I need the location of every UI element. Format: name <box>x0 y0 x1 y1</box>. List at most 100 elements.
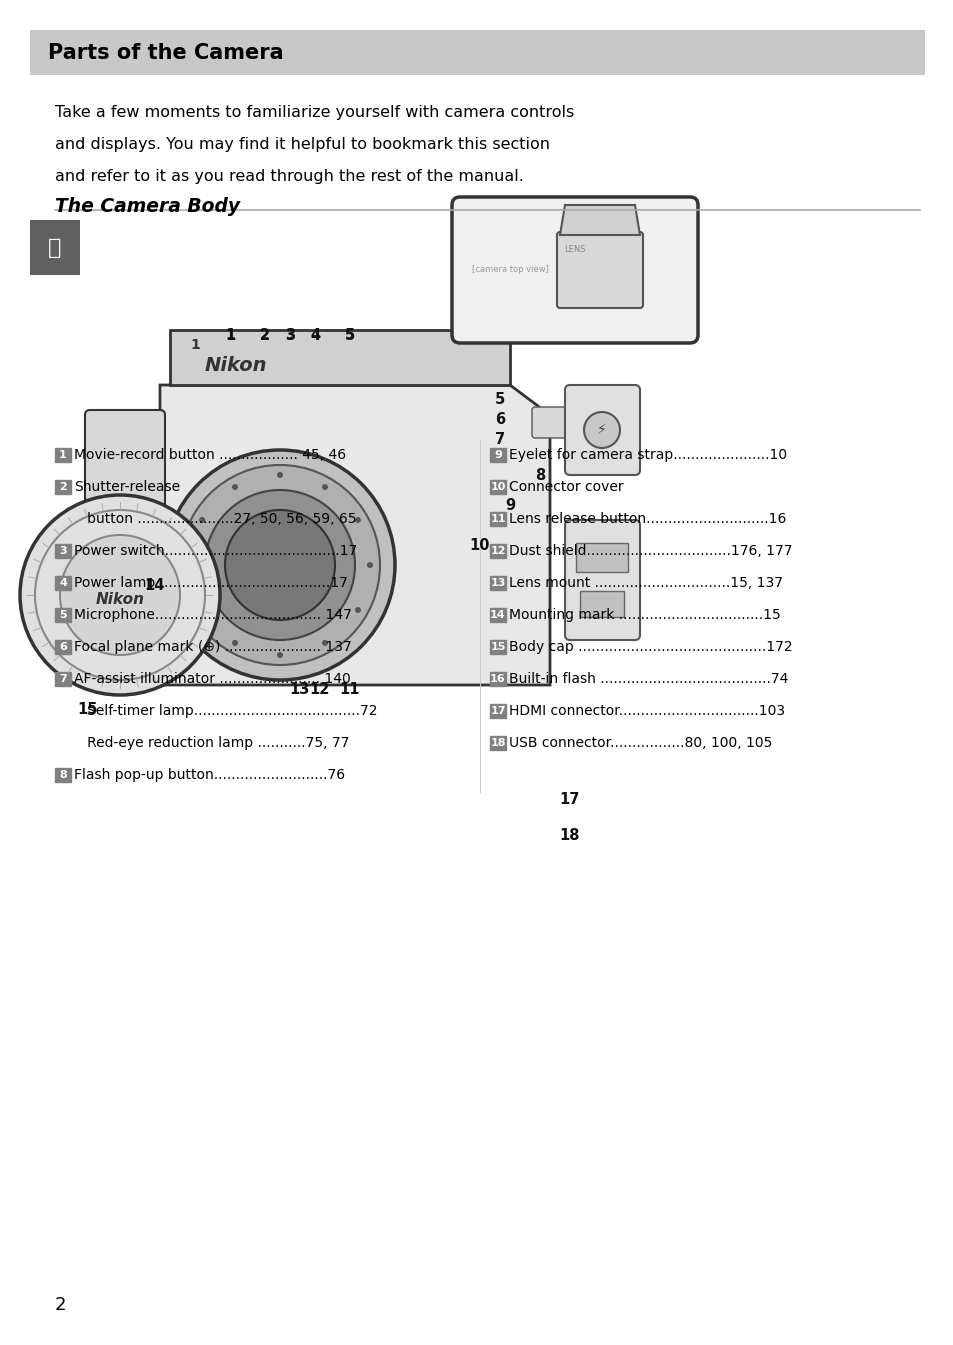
Text: 13: 13 <box>490 578 505 588</box>
Text: 10: 10 <box>469 538 490 553</box>
Text: 3: 3 <box>59 546 67 555</box>
Text: Lens mount ...............................15, 137: Lens mount .............................… <box>509 576 782 590</box>
Text: 8: 8 <box>59 769 67 780</box>
FancyBboxPatch shape <box>30 221 80 274</box>
Text: 4: 4 <box>310 327 319 343</box>
Text: and displays. You may find it helpful to bookmark this section: and displays. You may find it helpful to… <box>55 137 550 152</box>
Text: 9: 9 <box>504 498 515 512</box>
FancyBboxPatch shape <box>490 703 505 718</box>
Text: 14: 14 <box>145 577 165 593</box>
FancyBboxPatch shape <box>55 576 71 590</box>
Text: 15: 15 <box>490 642 505 652</box>
Circle shape <box>322 640 328 646</box>
FancyBboxPatch shape <box>55 448 71 461</box>
FancyBboxPatch shape <box>576 543 627 572</box>
FancyBboxPatch shape <box>490 543 505 558</box>
Text: 2: 2 <box>260 328 270 342</box>
Text: 13: 13 <box>290 682 310 698</box>
Text: 15: 15 <box>77 702 98 717</box>
Text: 17: 17 <box>559 792 579 807</box>
Text: 1: 1 <box>225 327 234 343</box>
FancyBboxPatch shape <box>490 672 505 686</box>
Circle shape <box>276 472 283 477</box>
Circle shape <box>60 535 180 655</box>
Text: 12: 12 <box>310 682 330 698</box>
Text: 3: 3 <box>285 328 294 342</box>
FancyBboxPatch shape <box>490 608 505 621</box>
Text: 6: 6 <box>59 642 67 652</box>
Text: 18: 18 <box>559 827 579 842</box>
Text: [camera top view]: [camera top view] <box>471 265 548 274</box>
Text: and refer to it as you read through the rest of the manual.: and refer to it as you read through the … <box>55 169 523 184</box>
Circle shape <box>199 607 205 613</box>
FancyBboxPatch shape <box>55 768 71 781</box>
FancyBboxPatch shape <box>579 590 623 617</box>
Text: USB connector.................80, 100, 105: USB connector.................80, 100, 1… <box>509 736 772 751</box>
Text: 2: 2 <box>59 482 67 492</box>
Text: 6: 6 <box>495 413 504 428</box>
Text: 1: 1 <box>59 451 67 460</box>
Circle shape <box>165 451 395 681</box>
Text: 12: 12 <box>490 546 505 555</box>
Circle shape <box>180 465 379 664</box>
Text: Lens release button............................16: Lens release button.....................… <box>509 512 785 526</box>
Text: 7: 7 <box>59 674 67 685</box>
Circle shape <box>225 510 335 620</box>
Text: Connector cover: Connector cover <box>509 480 623 494</box>
Circle shape <box>199 516 205 523</box>
Text: Focal plane mark (⊕) ...................... 137: Focal plane mark (⊕) ...................… <box>74 640 352 654</box>
FancyBboxPatch shape <box>490 576 505 590</box>
Circle shape <box>583 412 619 448</box>
Text: 🔖: 🔖 <box>49 238 62 258</box>
Text: The Camera Body: The Camera Body <box>55 196 240 217</box>
Circle shape <box>367 562 373 568</box>
Text: 5: 5 <box>345 327 355 343</box>
FancyBboxPatch shape <box>452 196 698 343</box>
FancyBboxPatch shape <box>490 640 505 654</box>
Text: Eyelet for camera strap......................10: Eyelet for camera strap.................… <box>509 448 786 461</box>
Circle shape <box>187 562 193 568</box>
FancyBboxPatch shape <box>55 543 71 558</box>
Text: 11: 11 <box>339 682 360 698</box>
FancyBboxPatch shape <box>490 512 505 526</box>
Text: Mounting mark .................................15: Mounting mark ..........................… <box>509 608 780 621</box>
Polygon shape <box>170 330 510 385</box>
Text: ⚡: ⚡ <box>597 422 606 437</box>
Polygon shape <box>160 385 550 685</box>
FancyBboxPatch shape <box>55 608 71 621</box>
Text: 2: 2 <box>259 327 270 343</box>
Text: Self-timer lamp......................................72: Self-timer lamp.........................… <box>74 703 377 718</box>
Text: Red-eye reduction lamp ...........75, 77: Red-eye reduction lamp ...........75, 77 <box>74 736 349 751</box>
Circle shape <box>322 484 328 490</box>
FancyBboxPatch shape <box>55 672 71 686</box>
Text: 5: 5 <box>495 393 504 408</box>
Text: 17: 17 <box>490 706 505 716</box>
Circle shape <box>20 495 220 695</box>
Text: 16: 16 <box>490 674 505 685</box>
Text: Dust shield.................................176, 177: Dust shield.............................… <box>509 543 792 558</box>
Text: Power switch........................................17: Power switch............................… <box>74 543 356 558</box>
Text: Parts of the Camera: Parts of the Camera <box>48 43 283 63</box>
FancyBboxPatch shape <box>557 231 642 308</box>
Text: Body cap ...........................................172: Body cap ...............................… <box>509 640 792 654</box>
Text: 9: 9 <box>494 451 501 460</box>
FancyBboxPatch shape <box>85 410 165 640</box>
Text: LENS: LENS <box>563 246 585 254</box>
Text: 5: 5 <box>345 328 355 342</box>
Text: Take a few moments to familiarize yourself with camera controls: Take a few moments to familiarize yourse… <box>55 105 574 120</box>
Text: AF-assist illuminator ....................... 140: AF-assist illuminator ..................… <box>74 672 351 686</box>
Circle shape <box>205 490 355 640</box>
Text: 4: 4 <box>59 578 67 588</box>
Text: Movie-record button .................. 45, 46: Movie-record button .................. 4… <box>74 448 346 461</box>
Text: Power lamp .......................................17: Power lamp .............................… <box>74 576 348 590</box>
FancyBboxPatch shape <box>532 408 567 438</box>
Text: Microphone...................................... 147: Microphone..............................… <box>74 608 352 621</box>
FancyBboxPatch shape <box>55 480 71 494</box>
Circle shape <box>355 607 360 613</box>
Text: 1: 1 <box>225 328 234 342</box>
FancyBboxPatch shape <box>55 640 71 654</box>
Text: 8: 8 <box>535 468 544 483</box>
Circle shape <box>355 516 360 523</box>
Text: Flash pop-up button..........................76: Flash pop-up button.....................… <box>74 768 345 781</box>
Text: Shutter-release: Shutter-release <box>74 480 180 494</box>
